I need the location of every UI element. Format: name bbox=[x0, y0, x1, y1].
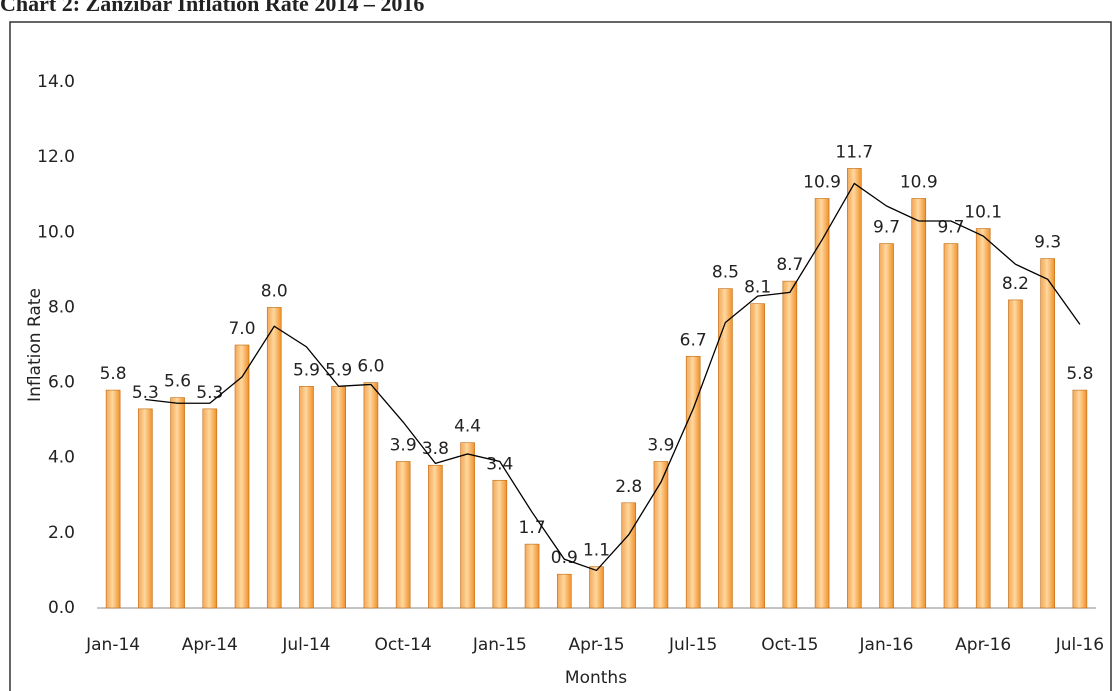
bar bbox=[395, 461, 411, 609]
bar bbox=[847, 168, 862, 609]
data-label: 2.8 bbox=[615, 477, 642, 497]
bar bbox=[234, 344, 250, 609]
bar bbox=[589, 566, 604, 609]
bar bbox=[138, 408, 153, 609]
bar bbox=[170, 397, 185, 609]
bar bbox=[718, 288, 733, 609]
bar bbox=[653, 461, 669, 609]
bar bbox=[621, 502, 637, 609]
trend-line bbox=[145, 182, 1081, 572]
data-label: 5.8 bbox=[100, 364, 127, 384]
bar bbox=[492, 479, 508, 609]
y-tick-label: 4.0 bbox=[48, 448, 75, 468]
data-label: 5.9 bbox=[293, 360, 320, 380]
bar bbox=[460, 442, 475, 609]
bar bbox=[911, 198, 927, 609]
data-label: 6.0 bbox=[357, 357, 384, 377]
bar bbox=[1072, 389, 1088, 609]
x-tick-label: Jul-14 bbox=[281, 635, 330, 655]
data-label: 6.7 bbox=[680, 330, 707, 350]
bar bbox=[1008, 299, 1023, 609]
data-label: 5.9 bbox=[325, 360, 352, 380]
y-tick-label: 6.0 bbox=[48, 373, 75, 393]
bar bbox=[556, 573, 572, 609]
data-label: 3.4 bbox=[486, 454, 513, 474]
bar bbox=[943, 243, 959, 609]
x-tick-label: Jan-14 bbox=[85, 635, 140, 655]
data-label: 8.0 bbox=[261, 281, 288, 301]
data-label: 8.1 bbox=[744, 278, 771, 298]
data-label: 10.9 bbox=[803, 172, 841, 192]
chart-border bbox=[9, 21, 1112, 691]
data-label: 5.6 bbox=[164, 372, 191, 392]
y-axis-label: Inflation Rate bbox=[25, 288, 45, 402]
data-label: 3.8 bbox=[422, 439, 449, 459]
chart-title: Chart 2: Zanzibar Inflation Rate 2014 – … bbox=[0, 0, 424, 16]
x-tick-label: Jul-15 bbox=[668, 635, 717, 655]
y-tick-label: 14.0 bbox=[37, 72, 75, 92]
bar bbox=[814, 198, 830, 609]
data-label: 11.7 bbox=[835, 142, 873, 162]
x-tick-label: Apr-14 bbox=[182, 635, 238, 655]
bar bbox=[524, 543, 540, 609]
bar bbox=[105, 389, 121, 609]
x-tick-label: Oct-15 bbox=[761, 635, 818, 655]
data-label: 7.0 bbox=[228, 319, 255, 339]
data-label: 10.9 bbox=[900, 172, 938, 192]
bar bbox=[428, 464, 443, 609]
data-label: 10.1 bbox=[964, 203, 1002, 223]
data-label: 1.1 bbox=[583, 541, 610, 561]
bar bbox=[266, 307, 282, 609]
bar bbox=[975, 228, 991, 609]
data-label: 9.3 bbox=[1034, 233, 1061, 253]
y-tick-label: 0.0 bbox=[48, 598, 75, 618]
y-tick-label: 8.0 bbox=[48, 297, 75, 317]
x-tick-label: Jan-15 bbox=[472, 635, 527, 655]
y-tick-label: 2.0 bbox=[48, 523, 75, 543]
bar bbox=[299, 386, 314, 609]
y-tick-label: 12.0 bbox=[37, 147, 75, 167]
bar bbox=[879, 243, 894, 609]
data-label: 8.7 bbox=[776, 255, 803, 275]
bar bbox=[202, 408, 218, 609]
bar bbox=[685, 355, 701, 609]
data-label: 4.4 bbox=[454, 417, 481, 437]
data-label: 5.3 bbox=[132, 383, 159, 403]
data-label: 8.2 bbox=[1002, 274, 1029, 294]
bar bbox=[363, 382, 379, 609]
x-tick-label: Oct-14 bbox=[375, 635, 432, 655]
data-label: 9.7 bbox=[873, 218, 900, 238]
x-tick-label: Jul-16 bbox=[1055, 635, 1104, 655]
y-tick-label: 10.0 bbox=[37, 222, 75, 242]
bar bbox=[331, 386, 346, 609]
data-label: 3.9 bbox=[647, 435, 674, 455]
x-tick-label: Jan-16 bbox=[859, 635, 914, 655]
x-tick-label: Apr-15 bbox=[568, 635, 624, 655]
data-label: 5.8 bbox=[1066, 364, 1093, 384]
x-axis-label: Months bbox=[565, 668, 627, 688]
x-tick-label: Apr-16 bbox=[955, 635, 1011, 655]
bar bbox=[782, 280, 798, 609]
data-label: 1.7 bbox=[519, 518, 546, 538]
data-label: 5.3 bbox=[196, 383, 223, 403]
data-label: 8.5 bbox=[712, 263, 739, 283]
data-label: 3.9 bbox=[390, 435, 417, 455]
bar bbox=[1040, 258, 1055, 609]
bar bbox=[750, 303, 765, 609]
data-label: 9.7 bbox=[937, 218, 964, 238]
